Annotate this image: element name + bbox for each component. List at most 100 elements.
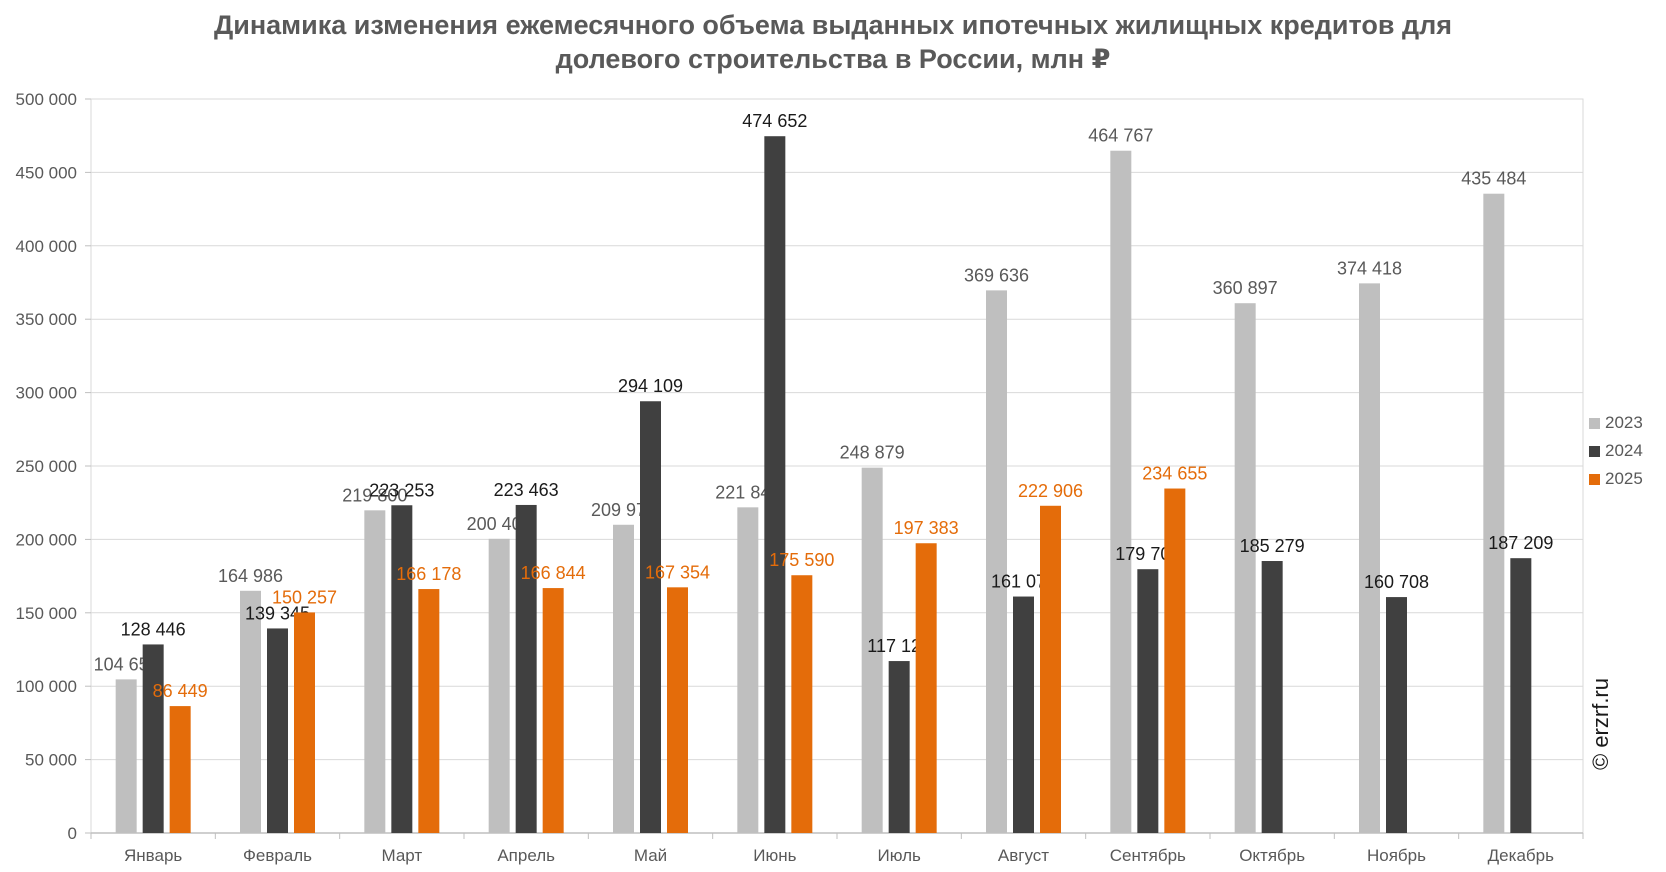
chart-title-line-2: долевого строительства в России, млн ₽ <box>555 44 1111 74</box>
data-label-2023: 219 800 <box>342 485 407 505</box>
bar-2023 <box>240 590 261 833</box>
data-label-2025: 197 383 <box>894 518 959 538</box>
data-label-2023: 464 767 <box>1088 126 1153 146</box>
y-tick-label: 350 000 <box>16 310 77 329</box>
bar-2025 <box>1040 505 1061 833</box>
data-label-2025: 166 844 <box>521 563 586 583</box>
bar-2025 <box>791 575 813 833</box>
bar-2025 <box>418 589 440 833</box>
bar-2024 <box>764 136 786 833</box>
x-tick-label: Декабрь <box>1488 846 1554 865</box>
bar-2023 <box>986 290 1007 833</box>
x-tick-label: Сентябрь <box>1110 846 1186 865</box>
x-tick-label: Август <box>998 846 1049 865</box>
data-label-2024: 139 345 <box>245 603 310 623</box>
x-tick-label: Май <box>634 846 667 865</box>
bar-2023 <box>488 538 510 833</box>
bar-2025 <box>169 706 191 833</box>
data-label-2023: 104 650 <box>94 654 159 674</box>
bar-2023 <box>1110 150 1132 833</box>
bar-2025 <box>1164 488 1186 833</box>
bar-2024 <box>1013 596 1034 833</box>
data-label-2025: 222 906 <box>1018 481 1083 501</box>
bar-2023 <box>1234 303 1256 833</box>
data-label-2025: 86 449 <box>153 681 208 701</box>
data-label-2024: 294 109 <box>618 376 683 396</box>
legend-swatch-2023 <box>1589 418 1600 429</box>
data-label-2025: 150 257 <box>272 587 337 607</box>
bar-2023 <box>1359 283 1380 833</box>
data-label-2023: 374 418 <box>1337 258 1402 278</box>
bar-2025 <box>542 588 564 833</box>
data-label-2025: 166 178 <box>396 564 461 584</box>
x-tick-label: Июнь <box>753 846 796 865</box>
y-tick-label: 200 000 <box>16 530 77 549</box>
bar-2023 <box>613 524 634 833</box>
data-label-2024: 160 708 <box>1364 572 1429 592</box>
bar-2023 <box>737 507 759 833</box>
data-label-2023: 200 407 <box>467 514 532 534</box>
bar-2023 <box>115 679 137 833</box>
bar-2024 <box>1510 558 1532 833</box>
data-label-2023: 360 897 <box>1213 278 1278 298</box>
y-tick-label: 150 000 <box>16 604 77 623</box>
y-tick-label: 50 000 <box>25 751 77 770</box>
chart-title: Динамика изменения ежемесячного объема в… <box>0 8 1666 76</box>
bar-2024 <box>267 628 288 833</box>
bar-2024 <box>1137 569 1159 833</box>
data-label-2024: 185 279 <box>1240 536 1305 556</box>
bar-2024 <box>515 504 537 833</box>
bar-2024 <box>640 401 661 833</box>
y-tick-label: 300 000 <box>16 384 77 403</box>
legend-swatch-2024 <box>1589 446 1600 457</box>
y-tick-label: 250 000 <box>16 457 77 476</box>
data-label-2024: 474 652 <box>742 111 807 131</box>
y-tick-label: 400 000 <box>16 237 77 256</box>
x-tick-label: Январь <box>124 846 182 865</box>
x-tick-label: Октябрь <box>1239 846 1305 865</box>
legend-label-2023: 2023 <box>1605 413 1643 432</box>
x-tick-label: Июль <box>877 846 921 865</box>
y-tick-label: 0 <box>68 824 77 843</box>
legend-label-2024: 2024 <box>1605 441 1643 460</box>
data-label-2025: 175 590 <box>769 550 834 570</box>
bar-2024 <box>391 505 413 833</box>
y-tick-label: 450 000 <box>16 163 77 182</box>
data-label-2024: 161 077 <box>991 572 1056 592</box>
bar-2025 <box>915 543 937 833</box>
bar-2023 <box>861 467 883 833</box>
bar-2025 <box>667 587 688 833</box>
bar-2023 <box>1483 193 1505 834</box>
data-label-2023: 248 879 <box>840 443 905 463</box>
legend-label-2025: 2025 <box>1605 469 1643 488</box>
y-tick-label: 500 000 <box>16 90 77 109</box>
y-tick-label: 100 000 <box>16 677 77 696</box>
data-label-2024: 223 463 <box>494 480 559 500</box>
data-label-2023: 435 484 <box>1461 169 1526 189</box>
data-label-2024: 117 125 <box>867 636 931 656</box>
data-label-2024: 128 446 <box>121 619 186 639</box>
data-label-2025: 167 354 <box>645 562 710 582</box>
bar-2024 <box>1386 597 1407 833</box>
bar-2024 <box>142 644 164 833</box>
x-tick-label: Ноябрь <box>1367 846 1426 865</box>
watermark: © erzrf.ru <box>1588 678 1613 770</box>
data-label-2024: 223 253 <box>369 480 434 500</box>
data-label-2023: 221 848 <box>715 482 780 502</box>
data-label-2023: 369 636 <box>964 265 1029 285</box>
x-tick-label: Апрель <box>497 846 555 865</box>
data-label-2023: 209 975 <box>591 500 656 520</box>
bar-2025 <box>294 612 315 833</box>
legend-swatch-2025 <box>1589 474 1600 485</box>
bar-2024 <box>888 661 910 833</box>
x-tick-label: Февраль <box>243 846 312 865</box>
data-label-2024: 187 209 <box>1488 533 1553 553</box>
bar-2023 <box>364 510 386 833</box>
x-tick-label: Март <box>381 846 422 865</box>
chart-title-line-1: Динамика изменения ежемесячного объема в… <box>213 10 1453 40</box>
data-label-2025: 234 655 <box>1142 464 1207 484</box>
data-label-2023: 164 986 <box>218 566 283 586</box>
data-label-2024: 179 703 <box>1115 544 1180 564</box>
bar-2024 <box>1261 561 1283 833</box>
